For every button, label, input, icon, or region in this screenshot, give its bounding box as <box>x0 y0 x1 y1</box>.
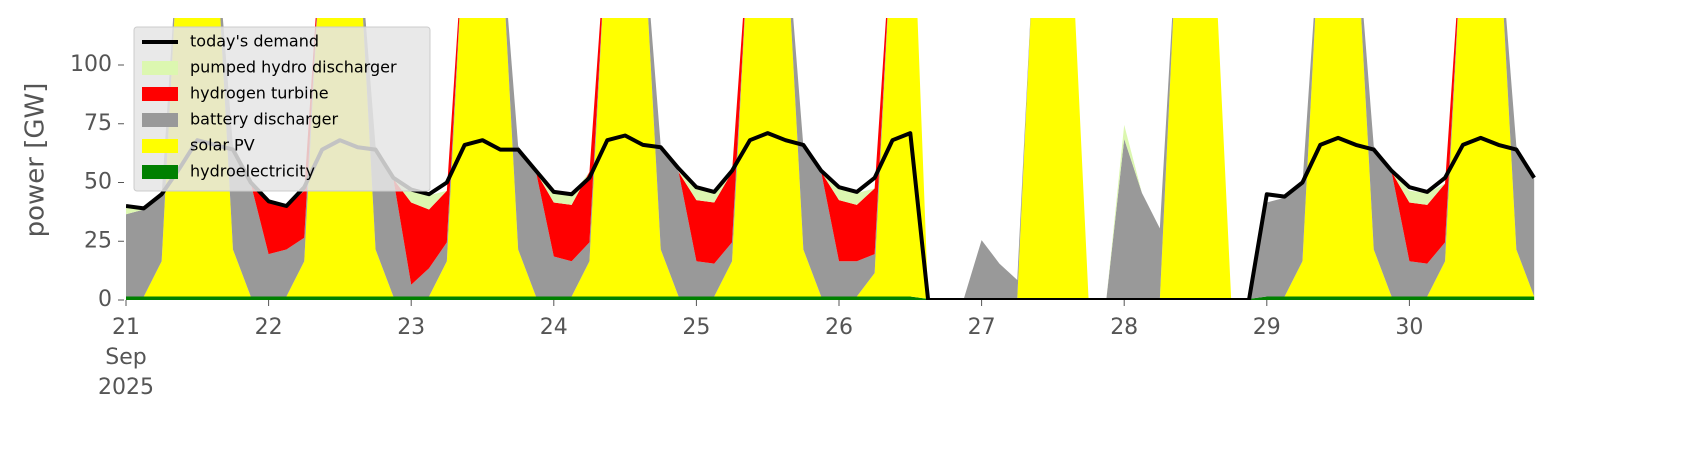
y-tick-label: 0 <box>98 287 112 312</box>
y-tick-label: 75 <box>84 111 112 136</box>
x-tick-label: 25 <box>682 315 710 340</box>
legend-label: hydrogen turbine <box>190 84 329 103</box>
plot-area <box>126 18 1536 300</box>
legend-label: pumped hydro discharger <box>190 58 397 77</box>
y-tick-label: 50 <box>84 170 112 195</box>
x-tick-label: 27 <box>968 315 996 340</box>
legend: today's demand pumped hydro discharger hyd… <box>133 26 431 192</box>
legend-box <box>133 26 431 192</box>
legend-swatch <box>142 165 178 179</box>
legend-label: battery discharger <box>190 110 338 129</box>
legend-swatch <box>142 139 178 153</box>
y-tick-label: 25 <box>84 228 112 253</box>
x-tick-label: 30 <box>1395 315 1423 340</box>
area <box>126 296 1535 300</box>
x-tick-label: 23 <box>397 315 425 340</box>
x-tick-sublabel: 2025 <box>98 375 154 400</box>
area <box>126 18 1535 299</box>
x-tick-label: 29 <box>1253 315 1281 340</box>
y-axis-label: power [GW] <box>21 83 51 238</box>
legend-label: hydroelectricity <box>190 162 315 181</box>
legend-label: solar PV <box>190 136 255 155</box>
legend-label: today's demand <box>190 32 319 51</box>
legend-swatch <box>142 61 178 75</box>
x-tick-label: 28 <box>1110 315 1138 340</box>
legend-swatch <box>142 113 178 127</box>
x-tick-label: 24 <box>540 315 568 340</box>
x-tick-sublabel: Sep <box>105 345 146 370</box>
y-tick-label: 100 <box>70 52 112 77</box>
area <box>126 18 1535 299</box>
legend-swatch <box>142 87 178 101</box>
x-tick-label: 22 <box>255 315 283 340</box>
x-tick-label: 26 <box>825 315 853 340</box>
x-tick-label: 21 <box>112 315 140 340</box>
